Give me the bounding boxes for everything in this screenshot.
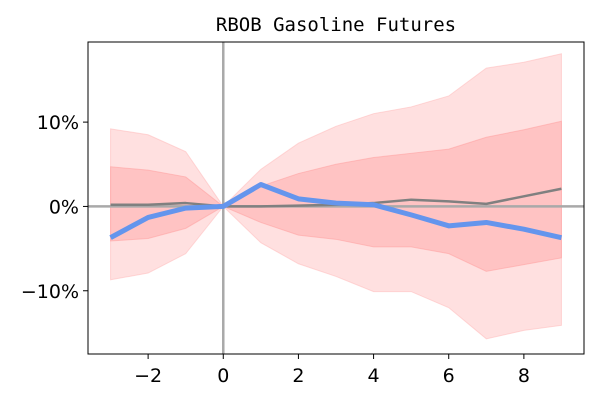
x-tick-label: −2 bbox=[134, 365, 162, 387]
x-tick-label: 8 bbox=[518, 365, 530, 387]
x-tick-label: 2 bbox=[292, 365, 304, 387]
x-tick-label: 0 bbox=[217, 365, 229, 387]
y-tick-label: −10% bbox=[21, 281, 79, 303]
confidence-band-1 bbox=[110, 53, 562, 340]
plot-frame bbox=[87, 41, 585, 355]
y-tick-label: 10% bbox=[37, 112, 79, 134]
chart-title: RBOB Gasoline Futures bbox=[216, 14, 456, 36]
confidence-band-2 bbox=[110, 120, 562, 272]
x-tick-label: 6 bbox=[443, 365, 455, 387]
y-tick-label: 0% bbox=[49, 196, 79, 218]
x-tick-label: 4 bbox=[368, 365, 380, 387]
series-line-blue bbox=[109, 182, 562, 241]
